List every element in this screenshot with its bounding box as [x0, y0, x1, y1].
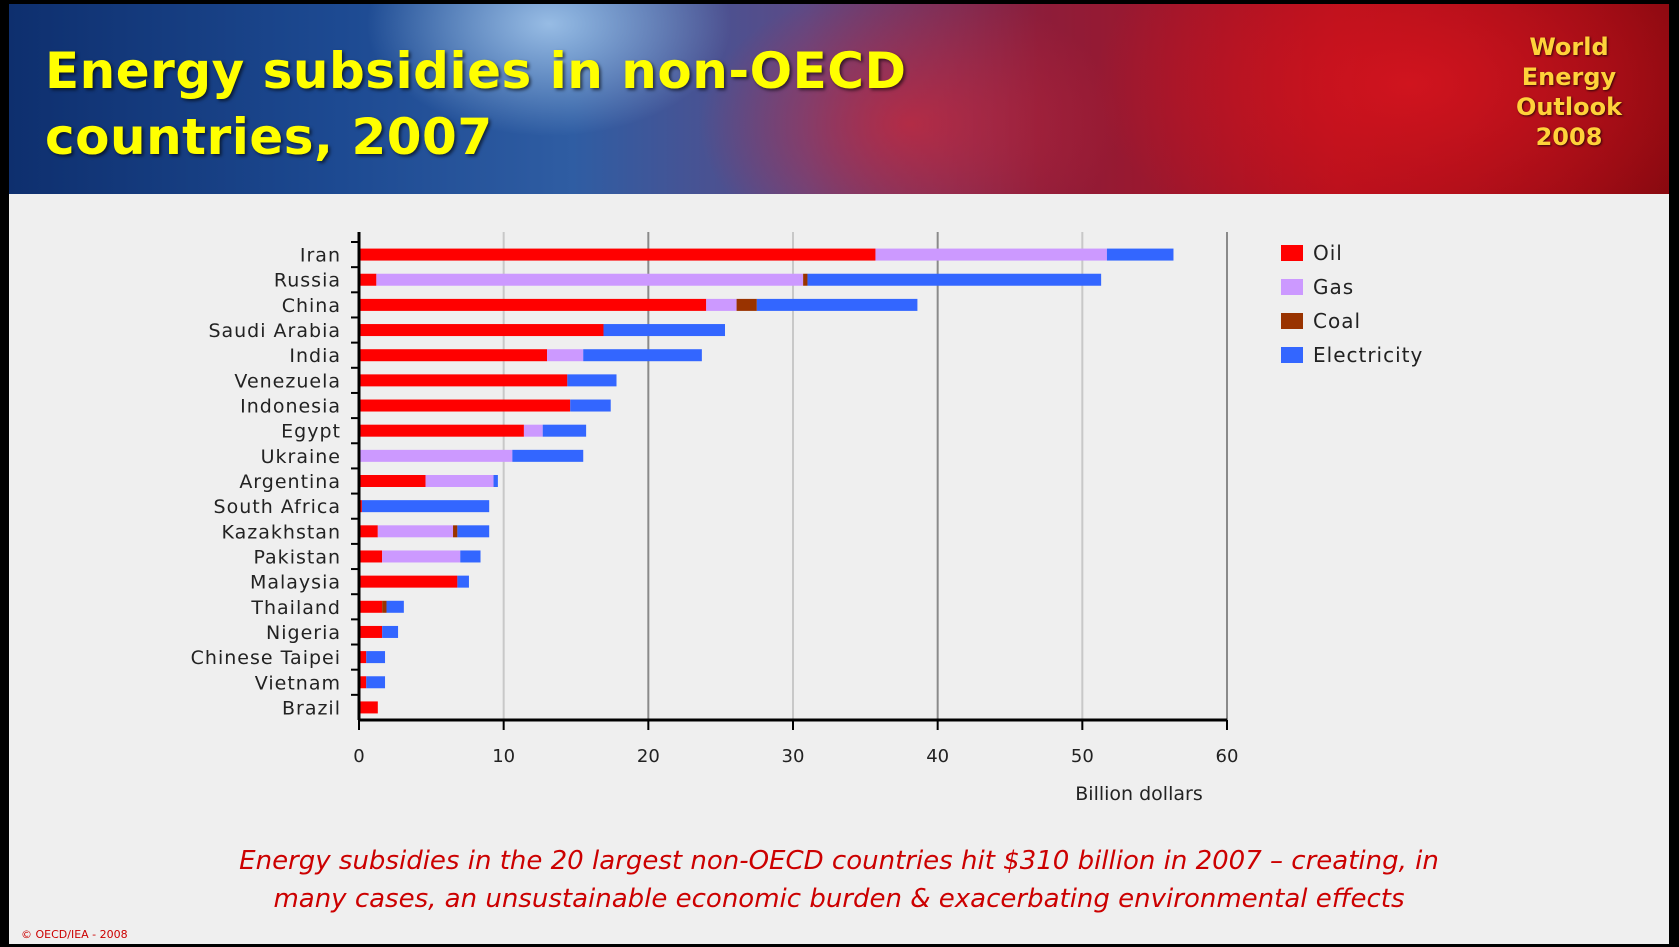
slide-title-line-1: Energy subsidies in non-OECD	[45, 42, 907, 100]
y-tick-label-egypt: Egypt	[281, 421, 341, 443]
bar-china-gas	[706, 298, 737, 311]
bar-iran-oil	[359, 248, 876, 261]
bar-south-africa-electricity	[361, 500, 490, 513]
x-tick-label-40: 40	[926, 746, 949, 767]
bar-nigeria-electricity	[382, 625, 399, 638]
bar-egypt-gas	[523, 424, 543, 437]
legend-swatch-gas	[1281, 279, 1303, 295]
y-tick-label-argentina: Argentina	[239, 471, 341, 493]
x-tick-label-0: 0	[353, 746, 364, 767]
bar-egypt-electricity	[542, 424, 587, 437]
bar-india-electricity	[583, 349, 702, 362]
bar-china-electricity	[756, 298, 918, 311]
bar-iran-electricity	[1106, 248, 1174, 261]
logo-line-2: Energy	[1521, 63, 1617, 91]
bar-argentina-oil	[359, 475, 426, 487]
y-tick-label-thailand: Thailand	[250, 597, 341, 619]
bar-chinese-taipei-oil	[359, 651, 367, 664]
bar-thailand-coal	[382, 600, 387, 613]
y-tick-label-china: China	[282, 295, 341, 317]
stacked-bar-chart: Iran Russia China Saudi Arabia India Venezuel…	[191, 232, 1423, 805]
x-tick-label-50: 50	[1071, 746, 1094, 767]
bar-india-gas	[547, 349, 584, 362]
legend-label-coal: Coal	[1313, 309, 1361, 333]
logo-line-1: World	[1529, 33, 1609, 61]
conclusion-line-2: many cases, an unsustainable economic bu…	[273, 884, 1405, 914]
bar-indonesia-oil	[359, 399, 571, 412]
bar-saudi-arabia-electricity	[603, 324, 726, 337]
y-tick-label-brazil: Brazil	[282, 697, 341, 719]
y-tick-label-indonesia: Indonesia	[240, 396, 341, 418]
bar-malaysia-oil	[359, 575, 458, 588]
y-tick-label-iran: Iran	[300, 245, 341, 267]
x-axis-title: Billion dollars	[1075, 783, 1202, 805]
bar-thailand-oil	[359, 600, 383, 613]
bar-argentina-gas	[425, 475, 494, 487]
bar-china-oil	[359, 298, 707, 311]
world-energy-outlook-logo: World Energy Outlook 2008	[1489, 32, 1649, 152]
copyright-notice: © OECD/IEA - 2008	[21, 928, 128, 941]
slide-title-line-2: countries, 2007	[45, 108, 493, 166]
legend-label-electricity: Electricity	[1313, 343, 1423, 367]
bar-kazakhstan-coal	[453, 525, 458, 538]
legend-swatch-oil	[1281, 245, 1303, 261]
legend-label-oil: Oil	[1313, 241, 1343, 265]
conclusion-text: Energy subsidies in the 20 largest non-O…	[29, 842, 1649, 918]
bar-russia-gas	[376, 273, 804, 286]
bar-indonesia-electricity	[570, 399, 611, 412]
bar-kazakhstan-electricity	[457, 525, 490, 538]
bar-ukraine-electricity	[512, 449, 584, 462]
bar-russia-electricity	[807, 273, 1102, 286]
bar-ukraine-gas	[359, 449, 513, 462]
bar-russia-oil	[359, 273, 377, 286]
y-tick-label-malaysia: Malaysia	[250, 572, 341, 594]
bar-iran-gas	[875, 248, 1107, 261]
y-tick-label-south-africa: South Africa	[214, 496, 341, 518]
x-tick-label-60: 60	[1216, 746, 1239, 767]
y-tick-label-pakistan: Pakistan	[253, 546, 341, 568]
bar-kazakhstan-oil	[359, 525, 378, 538]
bar-egypt-oil	[359, 424, 524, 437]
y-tick-label-venezuela: Venezuela	[234, 370, 341, 392]
slide-title: Energy subsidies in non-OECD countries, …	[45, 38, 1025, 170]
bar-russia-coal	[803, 273, 808, 286]
y-tick-label-chinese-taipei: Chinese Taipei	[191, 647, 341, 669]
bar-china-coal	[736, 298, 757, 311]
slide: Energy subsidies in non-OECD countries, …	[9, 4, 1669, 944]
bar-venezuela-oil	[359, 374, 568, 387]
bar-chinese-taipei-electricity	[366, 651, 386, 664]
y-tick-label-kazakhstan: Kazakhstan	[222, 521, 341, 543]
bar-pakistan-electricity	[460, 550, 481, 563]
legend-swatch-electricity	[1281, 347, 1303, 363]
bar-pakistan-gas	[382, 550, 461, 563]
bar-vietnam-electricity	[366, 676, 386, 689]
conclusion-line-1: Energy subsidies in the 20 largest non-O…	[239, 846, 1439, 876]
y-tick-label-ukraine: Ukraine	[261, 446, 341, 468]
y-tick-label-india: India	[289, 345, 341, 367]
y-tick-label-vietnam: Vietnam	[255, 672, 341, 694]
bar-saudi-arabia-oil	[359, 324, 604, 337]
bar-venezuela-electricity	[567, 374, 617, 387]
legend-label-gas: Gas	[1313, 275, 1354, 299]
bar-argentina-electricity	[493, 475, 498, 487]
bar-india-oil	[359, 349, 548, 362]
y-tick-label-saudi-arabia: Saudi Arabia	[208, 320, 341, 342]
x-tick-label-20: 20	[637, 746, 660, 767]
bar-kazakhstan-gas	[377, 525, 454, 538]
y-tick-label-nigeria: Nigeria	[266, 622, 341, 644]
logo-line-3: Outlook	[1515, 93, 1623, 121]
bar-malaysia-electricity	[457, 575, 469, 588]
x-tick-label-30: 30	[782, 746, 805, 767]
logo-line-4: 2008	[1535, 123, 1603, 151]
x-tick-label-10: 10	[492, 746, 515, 767]
bar-vietnam-oil	[359, 676, 367, 689]
title-banner: Energy subsidies in non-OECD countries, …	[9, 4, 1669, 194]
bar-brazil-oil	[359, 701, 378, 714]
bar-pakistan-oil	[359, 550, 383, 563]
legend-swatch-coal	[1281, 313, 1303, 329]
bar-thailand-electricity	[386, 600, 404, 613]
bar-nigeria-oil	[359, 625, 383, 638]
y-tick-label-russia: Russia	[274, 270, 341, 292]
